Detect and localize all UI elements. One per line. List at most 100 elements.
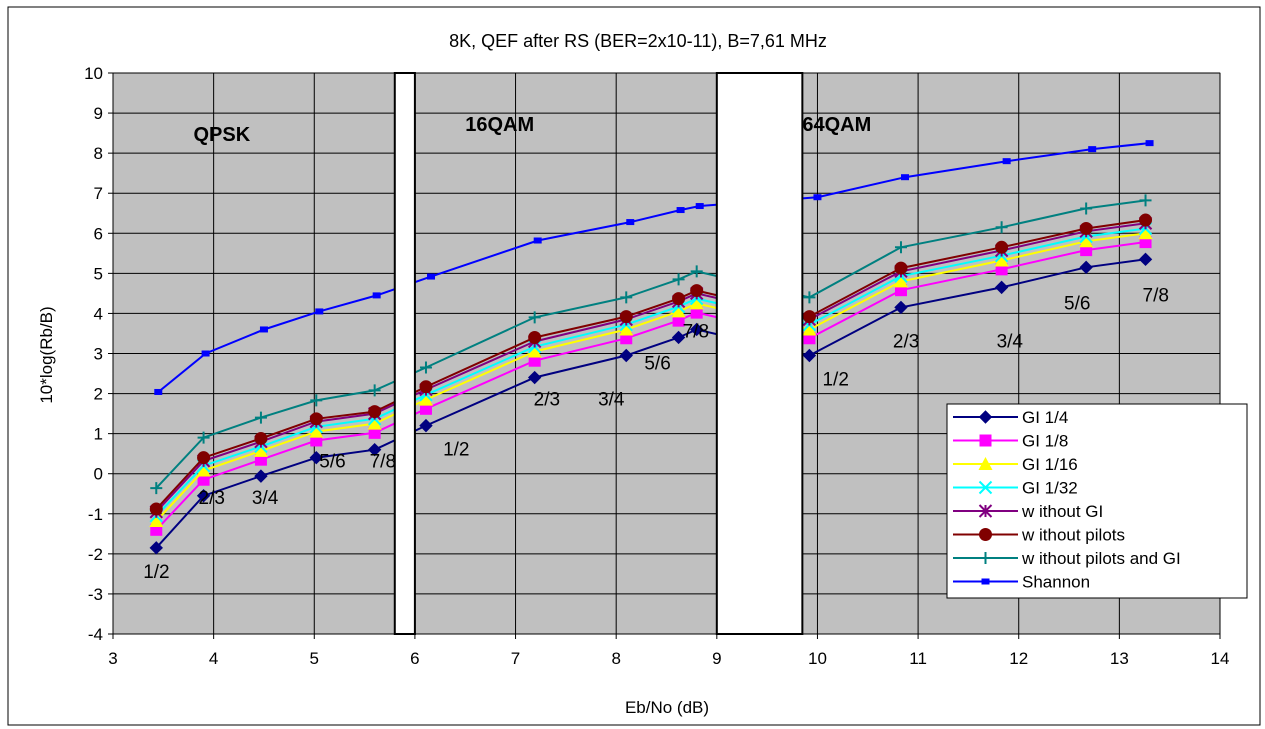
x-tick-label: 5 <box>310 649 319 668</box>
legend-label: GI 1/4 <box>1022 408 1068 427</box>
series-1 <box>149 252 1153 555</box>
data-point <box>309 424 324 438</box>
data-point <box>894 241 907 254</box>
data-point <box>201 350 210 357</box>
data-point <box>309 450 323 465</box>
data-point <box>254 469 268 483</box>
data-point <box>979 528 992 541</box>
legend: GI 1/4 GI 1/8 GI 1/16 GI 1/32 w ithout GI w i… <box>946 403 1248 599</box>
y-tick-label: 5 <box>94 264 103 283</box>
data-point <box>671 330 686 345</box>
legend-item: GI 1/8 <box>953 432 1068 451</box>
code-rate-label: 5/6 <box>319 452 345 473</box>
data-point <box>368 384 381 397</box>
data-point <box>372 292 381 299</box>
gap-layer <box>393 72 804 635</box>
legend-item: GI 1/16 <box>953 455 1078 474</box>
x-tick-label: 6 <box>410 649 419 668</box>
x-tick-label: 11 <box>909 649 927 668</box>
series-3 <box>149 226 1153 527</box>
data-point <box>196 489 211 503</box>
data-point <box>419 402 432 415</box>
data-point <box>620 291 633 304</box>
y-tick-label: 6 <box>94 224 103 243</box>
data-point <box>690 265 703 278</box>
code-rate-label: 7/8 <box>370 452 396 473</box>
data-point <box>813 194 822 201</box>
data-point <box>690 306 703 319</box>
code-rate-label: 3/4 <box>598 390 625 411</box>
code-rate-label: 2/3 <box>893 331 919 352</box>
legend-label: GI 1/8 <box>1022 432 1068 451</box>
data-point <box>368 405 382 419</box>
data-point <box>695 203 704 210</box>
data-point <box>367 416 382 430</box>
series-6 <box>149 213 1153 516</box>
data-point <box>901 174 910 181</box>
chart-title: 8K, QEF after RS (BER=2x10-11), B=7,61 M… <box>449 31 827 51</box>
y-tick-label: 3 <box>94 345 103 364</box>
series-7 <box>150 194 1152 495</box>
y-tick-label: -2 <box>88 545 103 564</box>
code-rate-label: 5/6 <box>644 354 670 375</box>
code-rate-label: 7/8 <box>1143 285 1169 306</box>
data-point <box>978 457 993 470</box>
data-point <box>419 380 433 394</box>
modulation-gap <box>715 72 804 635</box>
y-tick-label: 10 <box>84 64 103 83</box>
data-point <box>150 482 163 495</box>
data-point <box>149 541 163 555</box>
y-tick-label: 9 <box>94 104 103 123</box>
data-point <box>1138 226 1153 240</box>
section-labels: QPSK 16QAM 64QAM <box>194 114 872 146</box>
y-tick-labels: -4 -3 -2 -1 0 1 2 3 4 5 6 7 8 9 10 <box>84 64 113 644</box>
data-point <box>690 284 704 298</box>
modulation-gap <box>393 72 416 635</box>
data-point <box>803 291 816 304</box>
modulation-label: 16QAM <box>465 114 534 136</box>
data-point <box>528 330 542 344</box>
legend-item: w ithout pilots <box>953 526 1125 545</box>
data-point <box>994 253 1009 267</box>
x-tick-label: 14 <box>1211 649 1230 668</box>
data-point <box>527 370 542 385</box>
modulation-label: 64QAM <box>802 114 871 136</box>
data-point <box>894 261 908 275</box>
data-point <box>533 237 542 244</box>
data-point <box>1145 140 1154 147</box>
data-point <box>368 426 381 439</box>
legend-label: Shannon <box>1022 573 1090 592</box>
code-rate-label: 2/3 <box>199 488 225 509</box>
data-point <box>197 473 210 486</box>
legend-item: GI 1/4 <box>953 408 1068 427</box>
code-rate-label: 5/6 <box>1064 293 1090 314</box>
data-point <box>197 451 211 465</box>
data-point <box>978 480 993 495</box>
rate-labels: 1/2 2/3 3/4 5/6 7/8 1/2 2/3 3/4 5/6 7/8 1/2 2/3 3/4 5… <box>143 285 1169 582</box>
y-tick-label: 8 <box>94 144 103 163</box>
y-tick-label: 4 <box>94 304 103 323</box>
x-tick-label: 10 <box>808 649 827 668</box>
data-point <box>978 410 993 424</box>
data-point <box>619 348 633 363</box>
data-point <box>1079 221 1093 235</box>
legend-label: GI 1/32 <box>1022 479 1078 498</box>
data-point <box>418 392 433 406</box>
data-point <box>672 314 685 327</box>
legend-item: Shannon <box>953 573 1090 592</box>
data-point <box>149 502 163 516</box>
code-rate-label: 3/4 <box>252 488 279 509</box>
data-point <box>149 513 164 527</box>
x-axis-title: Eb/No (dB) <box>625 698 709 717</box>
code-rate-label: 1/2 <box>822 370 848 391</box>
series-layer <box>149 140 1154 555</box>
data-point <box>419 361 432 374</box>
data-point <box>310 394 323 407</box>
legend-item: w ithout GI <box>953 502 1103 521</box>
data-point <box>672 273 685 286</box>
data-point <box>1138 252 1153 267</box>
data-point <box>671 304 686 318</box>
data-point <box>1139 213 1153 227</box>
x-tick-label: 4 <box>209 649 218 668</box>
